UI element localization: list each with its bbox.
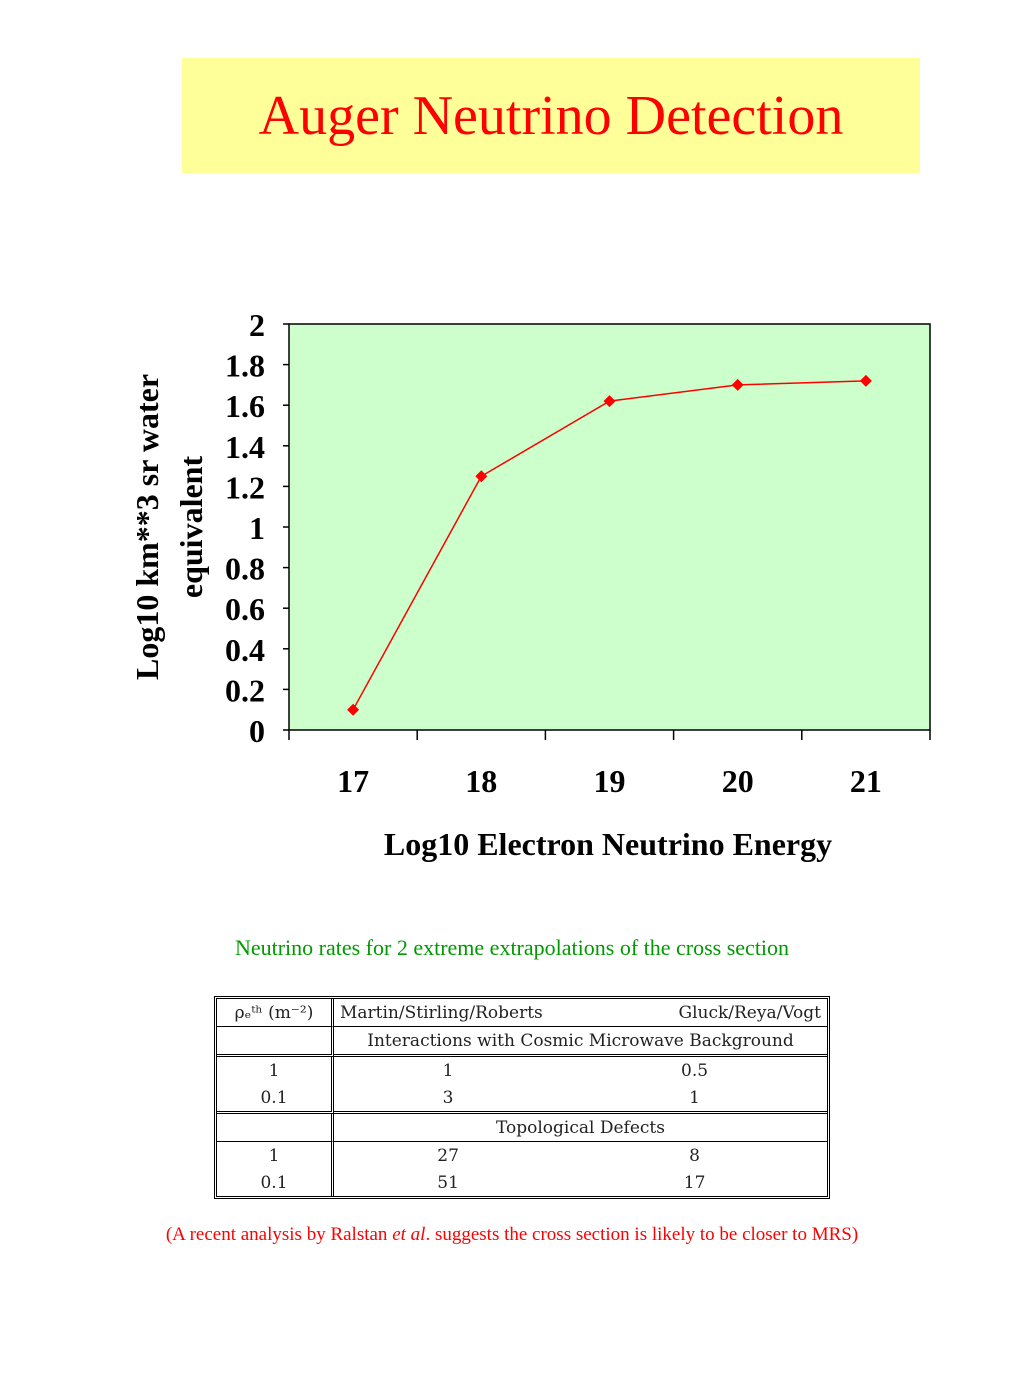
x-tick-label: 17 <box>337 763 369 799</box>
empty-cell <box>217 1114 334 1142</box>
note-text-end: . suggests the cross section is likely t… <box>425 1224 859 1245</box>
y-tick-label: 0.8 <box>225 551 265 587</box>
y-tick-label: 0.2 <box>225 672 265 708</box>
empty-cell <box>217 1027 334 1057</box>
table-row: 1 27 8 <box>217 1142 827 1169</box>
table-cell: 1 <box>217 1057 334 1084</box>
section-row-cmb: Interactions with Cosmic Microwave Backg… <box>217 1027 827 1057</box>
section-row-defects: Topological Defects <box>217 1114 827 1142</box>
header-models: Martin/Stirling/Roberts Gluck/Reya/Vogt <box>334 999 827 1027</box>
page-title: Auger Neutrino Detection <box>258 84 844 147</box>
y-axis-label: equivalent <box>173 456 209 599</box>
data-point <box>475 470 488 483</box>
y-tick-label: 1.4 <box>225 429 265 465</box>
section-cmb: Interactions with Cosmic Microwave Backg… <box>334 1027 827 1057</box>
section-defects: Topological Defects <box>334 1114 827 1142</box>
data-point <box>859 374 872 387</box>
table-caption: Neutrino rates for 2 extreme extrapolati… <box>234 935 790 960</box>
table-cell: 3 <box>334 1084 563 1114</box>
y-tick-label: 0 <box>249 713 265 749</box>
table-row: 0.1 3 1 <box>217 1084 827 1114</box>
x-tick-label: 19 <box>594 763 626 799</box>
table-cell: 17 <box>683 1172 706 1193</box>
analysis-note: (A recent analysis by Ralstan et al. sug… <box>0 1224 1024 1246</box>
note-italic: et al <box>392 1224 426 1245</box>
y-tick-label: 1.6 <box>225 388 265 424</box>
table-header-row: ρₑᵗʰ (m⁻²) Martin/Stirling/Roberts Gluck… <box>217 999 827 1027</box>
y-axis-label: Log10 km**3 sr water <box>129 374 165 680</box>
header-grv: Gluck/Reya/Vogt <box>678 1002 821 1023</box>
table-cell: 27 <box>437 1145 459 1166</box>
x-tick-label: 18 <box>465 763 497 799</box>
table-row: 1 1 0.5 <box>217 1057 827 1084</box>
table-cell: 1 <box>562 1084 827 1114</box>
data-point <box>347 703 360 716</box>
table-cell: 51 <box>437 1172 459 1193</box>
y-tick-label: 1.2 <box>225 469 265 505</box>
y-tick-label: 0.4 <box>225 632 265 668</box>
y-tick-label: 1 <box>249 510 265 546</box>
table-cell: 1 <box>217 1142 334 1169</box>
title-banner: Auger Neutrino Detection <box>182 58 920 173</box>
rates-table-wrap: ρₑᵗʰ (m⁻²) Martin/Stirling/Roberts Gluck… <box>214 996 830 1199</box>
note-text-start: (A recent analysis by Ralstan <box>165 1224 393 1245</box>
header-density: ρₑᵗʰ (m⁻²) <box>217 999 334 1027</box>
table-cell: 0.5 <box>681 1060 709 1081</box>
line-chart: 0 0.2 0.4 0.6 0.8 1 1.2 1.4 1.6 1.8 2 17 18 19 20 21 Log… <box>129 307 931 862</box>
data-point <box>731 378 744 391</box>
y-tick-label: 2 <box>249 307 265 343</box>
data-point <box>603 395 616 408</box>
table-cell: 0.1 <box>217 1084 334 1114</box>
rates-table: ρₑᵗʰ (m⁻²) Martin/Stirling/Roberts Gluck… <box>214 996 830 1199</box>
table-cell: 0.1 <box>217 1169 334 1196</box>
x-tick-label: 20 <box>722 763 754 799</box>
y-tick-label: 1.8 <box>225 348 265 384</box>
plot-area <box>288 323 931 731</box>
x-tick-label: 21 <box>850 763 882 799</box>
table-cell: 1 <box>442 1060 454 1081</box>
y-tick-label: 0.6 <box>225 591 265 627</box>
table-row: 0.1 51 17 <box>217 1169 827 1196</box>
header-mrs: Martin/Stirling/Roberts <box>340 1002 543 1023</box>
table-cell: 8 <box>689 1145 700 1166</box>
x-axis-label: Log10 Electron Neutrino Energy <box>384 826 832 862</box>
